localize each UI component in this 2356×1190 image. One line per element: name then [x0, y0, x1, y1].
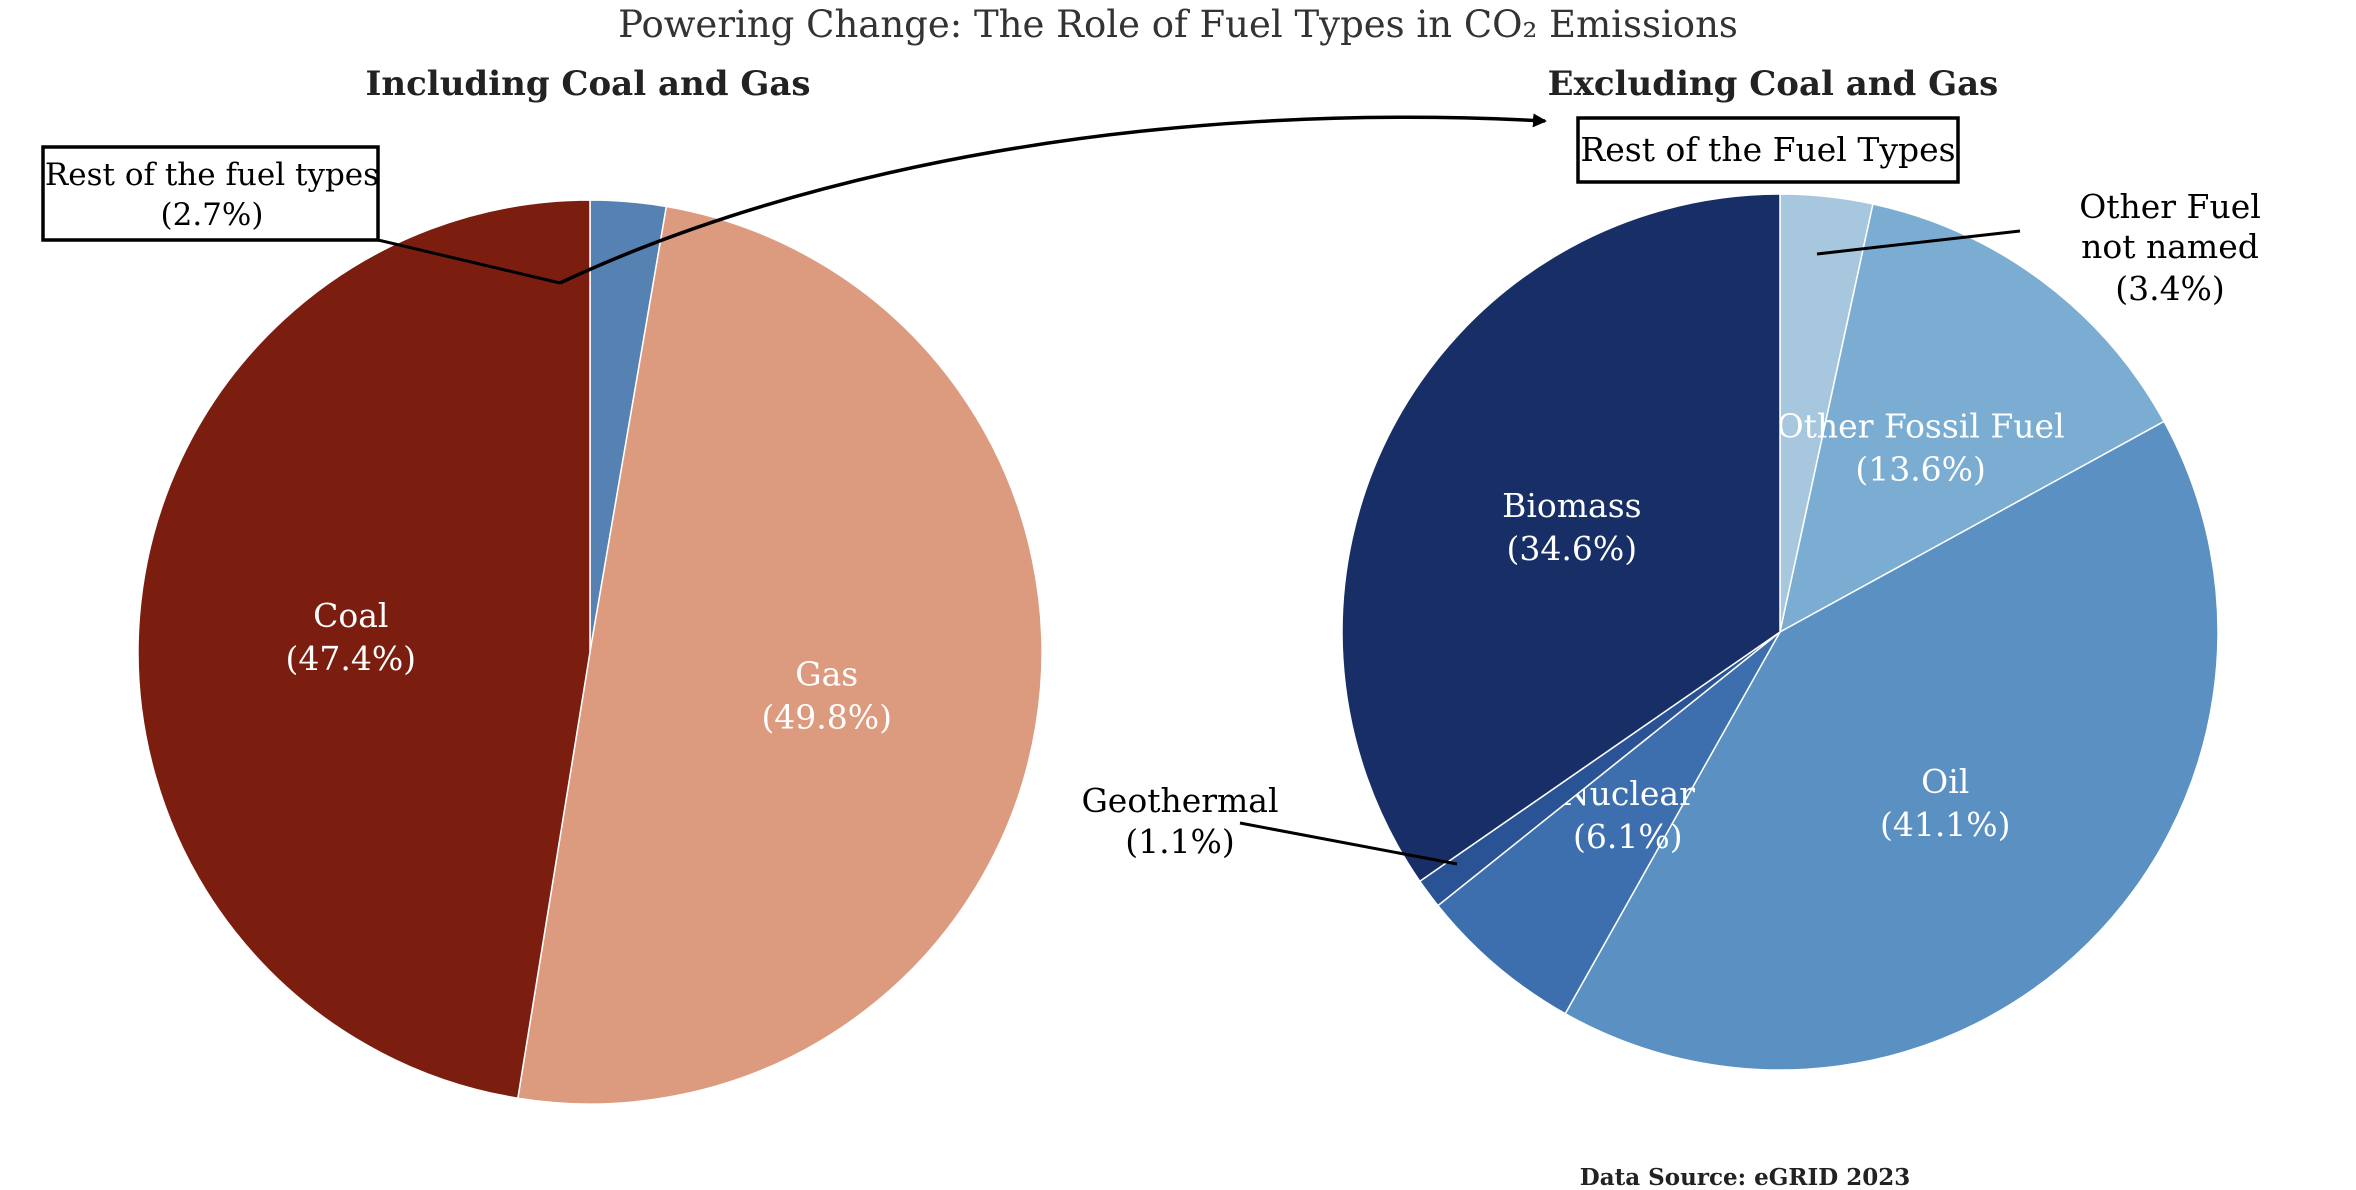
rest-fuel-callout-label: Rest of the fuel types [45, 157, 379, 193]
right-pie: Other Fossil Fuel(13.6%)Oil(41.1%)Nuclea… [1341, 193, 2219, 1071]
rest-fuel-leader-line [377, 238, 561, 285]
left-pie-label-gas: Gas [795, 654, 858, 693]
geothermal-leader-line [1239, 821, 1458, 866]
right-pie-pct-other-fossil-fuel: (13.6%) [1855, 450, 1986, 489]
left-pie-label-coal: Coal [313, 596, 388, 635]
rest-fuel-callout-pct: (2.7%) [161, 197, 264, 233]
right-pie-label-other-fossil-fuel: Other Fossil Fuel [1777, 407, 2065, 446]
chart-title: Powering Change: The Role of Fuel Types … [618, 3, 1738, 46]
rest-of-fuel-types-box [1576, 116, 1960, 184]
left-pie-slice-gas [516, 205, 1043, 1105]
geothermal-pct: (1.1%) [1125, 822, 1235, 861]
right-pie-title: Excluding Coal and Gas [1548, 64, 1999, 104]
rest-fuel-callout-box [41, 145, 380, 242]
other-fuel-pct: (3.4%) [2115, 269, 2225, 308]
right-pie-pct-nuclear: (6.1%) [1573, 817, 1683, 856]
right-pie-slice-other-fossil-fuel [1778, 203, 2166, 634]
right-pie-slice-biomass [1341, 193, 1781, 883]
geothermal-label: Geothermal [1081, 781, 1278, 820]
right-pie-label-oil: Oil [1921, 762, 1969, 801]
right-pie-label-biomass: Biomass [1502, 486, 1642, 525]
other-fuel-label-line1: Other Fuel [2079, 187, 2261, 226]
right-pie-slice-nuclear [1436, 631, 1781, 1015]
other-fuel-leader-line [1816, 229, 2021, 256]
right-pie-slice-oil [1564, 420, 2219, 1071]
data-source: Data Source: eGRID 2023 [1580, 1164, 1910, 1190]
right-pie-pct-oil: (41.1%) [1880, 805, 2011, 844]
left-pie: Gas (49.8%) Coal (47.4%) [137, 199, 1043, 1105]
left-pie-title: Including Coal and Gas [365, 64, 810, 104]
left-pie-pct-gas: (49.8%) [761, 697, 892, 736]
other-fuel-label-line2: not named [2081, 227, 2259, 266]
connector-arrow [559, 113, 1547, 285]
rest-of-fuel-types-label: Rest of the Fuel Types [1580, 130, 1955, 169]
right-pie-pct-biomass: (34.6%) [1507, 529, 1638, 568]
left-pie-pct-coal: (47.4%) [285, 639, 416, 678]
